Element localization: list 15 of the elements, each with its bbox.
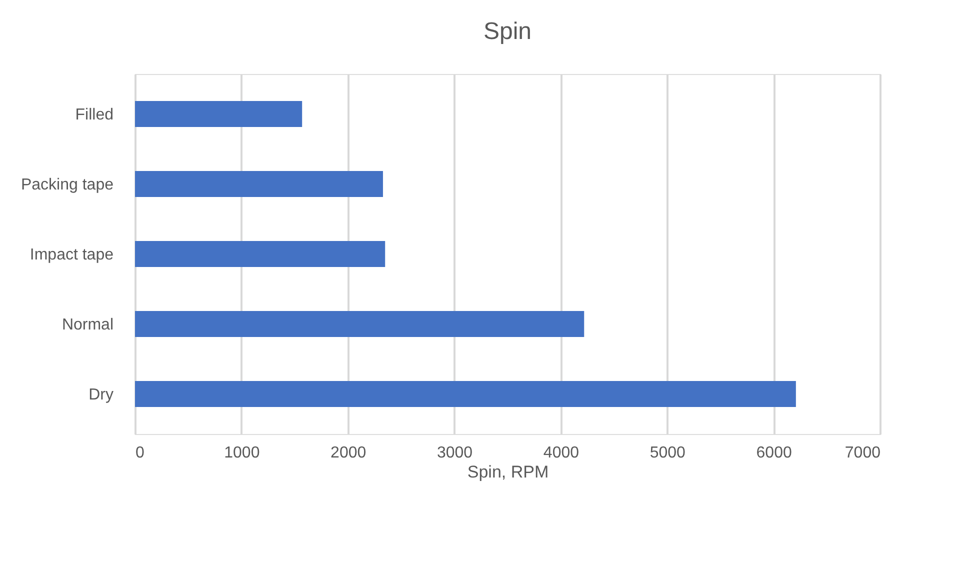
x-tick-label: 3000: [436, 444, 473, 462]
x-tick-label: 0: [136, 444, 144, 462]
x-tick-label: 6000: [756, 444, 792, 462]
x-tick-label: 7000: [844, 444, 881, 462]
chart-title: Spin: [483, 18, 532, 45]
x-tick-label: 2000: [330, 444, 366, 462]
y-tick-label: Normal: [62, 316, 114, 334]
x-tick-label: 1000: [224, 444, 260, 462]
x-axis-title: Spin, RPM: [467, 462, 549, 482]
y-tick-label: Dry: [88, 386, 114, 404]
y-tick-label: Packing tape: [20, 176, 114, 194]
x-tick-label: 5000: [650, 444, 686, 462]
y-tick-label: Filled: [75, 106, 114, 124]
x-tick-label: 4000: [543, 444, 580, 462]
y-tick-label: Impact tape: [30, 246, 114, 264]
